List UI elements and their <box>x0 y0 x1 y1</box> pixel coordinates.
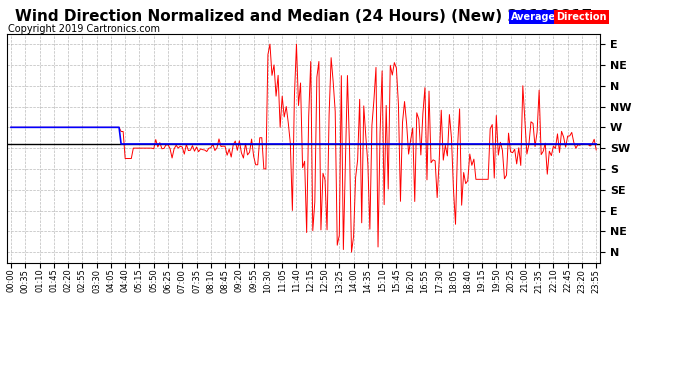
Text: Average: Average <box>511 12 555 22</box>
Text: Direction: Direction <box>556 12 607 22</box>
Text: Copyright 2019 Cartronics.com: Copyright 2019 Cartronics.com <box>8 24 160 34</box>
Text: Wind Direction Normalized and Median (24 Hours) (New) 20190817: Wind Direction Normalized and Median (24… <box>15 9 592 24</box>
